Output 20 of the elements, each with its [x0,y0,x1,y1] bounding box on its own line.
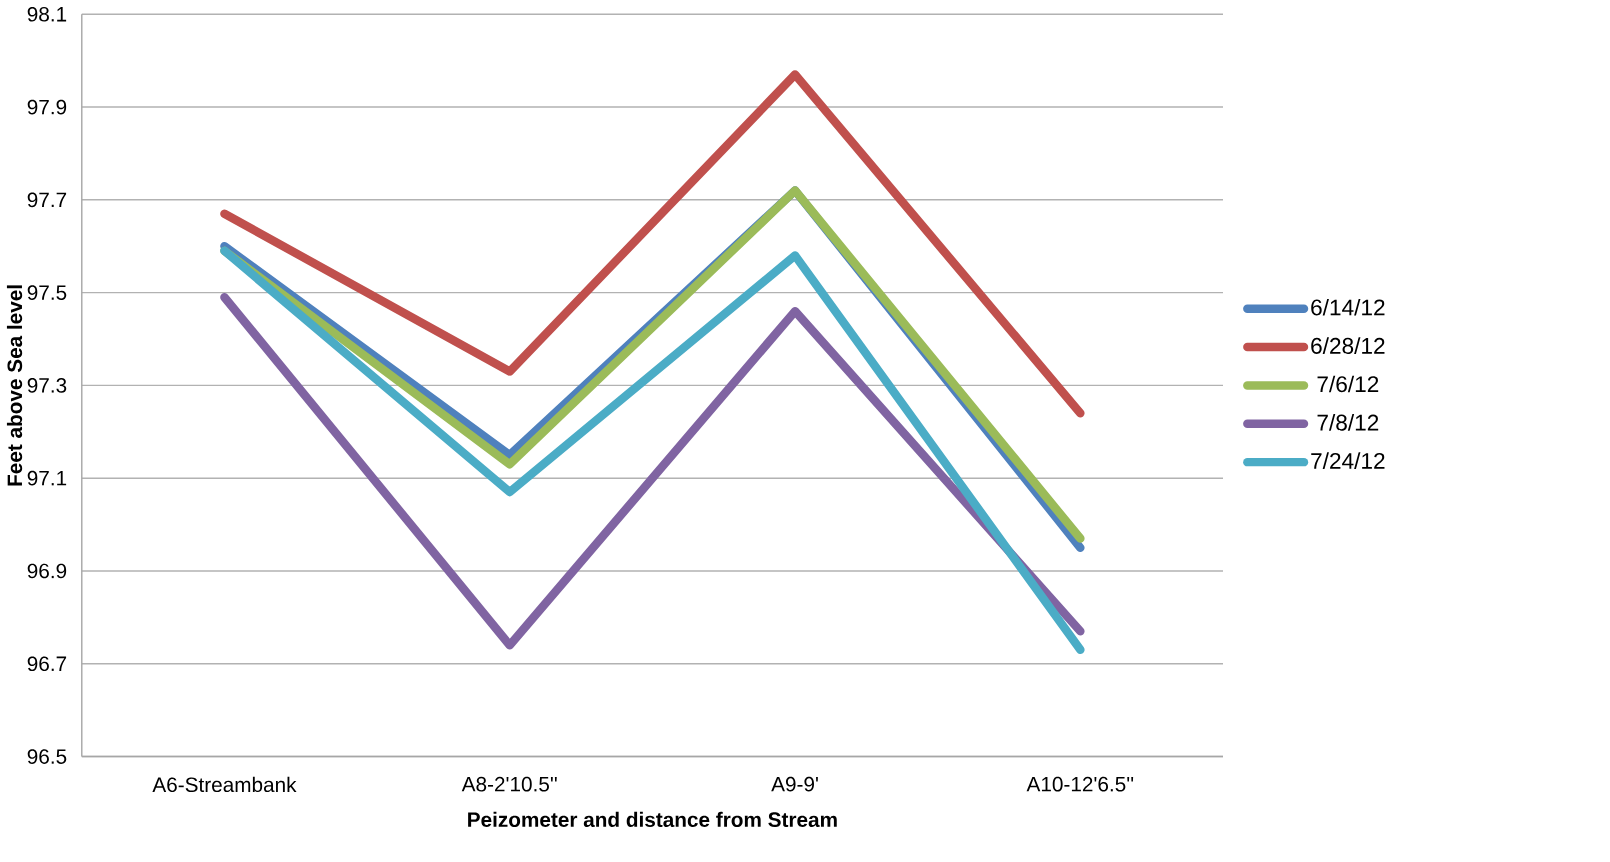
y-tick-label: 97.5 [27,285,67,300]
x-tick-label: A8-2'10.5'' [461,776,557,792]
y-axis-title: Feet above Sea level [6,285,23,486]
y-tick-label: 98.1 [27,6,67,22]
y-tick-label: 97.7 [27,192,67,208]
x-axis-title: Peizometer and distance from Stream [468,811,837,827]
y-tick-label: 96.5 [27,749,67,764]
y-tick-label: 97.1 [27,470,67,486]
legend-label: 7/24/12 [1311,452,1385,469]
y-tick-label: 96.9 [27,563,67,579]
y-tick-label: 97.3 [27,377,67,393]
x-tick-label: A10-12'6.5'' [1026,776,1134,792]
x-tick-label: A9-9' [771,776,818,792]
y-tick-label: 96.7 [27,656,67,672]
x-tick-label: A6-Streambank [152,776,297,793]
legend-label: 7/8/12 [1317,413,1379,431]
y-tick-label: 97.9 [27,99,67,115]
legend-label: 7/6/12 [1317,375,1379,393]
legend-label: 6/14/12 [1311,298,1385,316]
legend-label: 6/28/12 [1311,337,1385,354]
